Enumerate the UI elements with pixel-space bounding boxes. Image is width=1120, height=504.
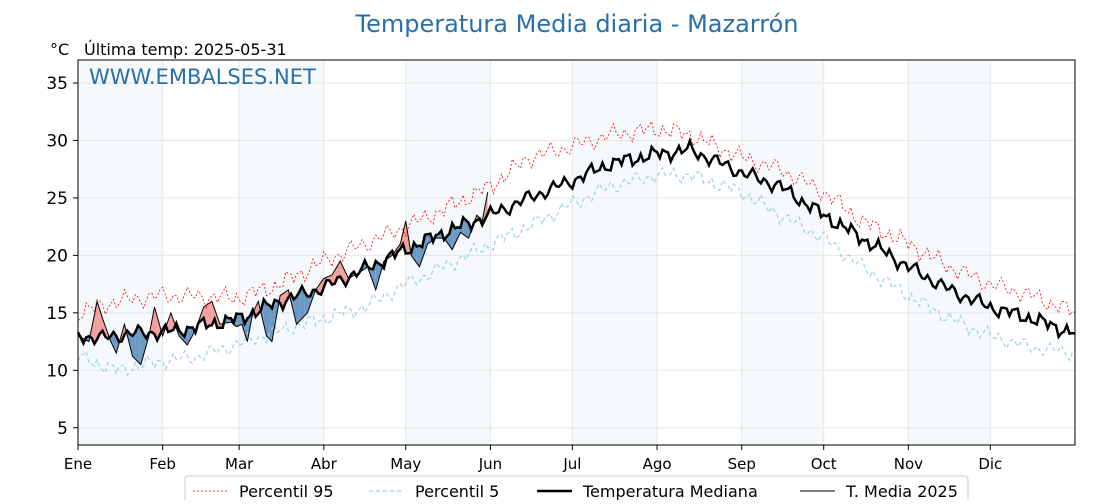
x-tick-label: Ago: [643, 455, 672, 473]
month-band: [78, 60, 163, 445]
anomaly-below-fill: [299, 286, 302, 322]
anomaly-below-fill: [236, 313, 240, 327]
anomaly-below-fill: [419, 245, 423, 267]
month-band: [239, 60, 324, 445]
x-tick-label: Sep: [728, 455, 756, 473]
plot-frame: [77, 59, 1076, 446]
y-tick-label: 15: [46, 304, 68, 324]
legend: Percentil 95 Percentil 5 Temperatura Media…: [184, 475, 969, 504]
anomaly-above-fill: [405, 220, 409, 254]
legend-label-p5: Percentil 5: [415, 482, 499, 500]
anomaly-below-fill: [424, 234, 428, 252]
anomaly-above-fill: [168, 312, 171, 332]
anomaly-below-fill: [271, 299, 275, 342]
anomaly-below-fill: [296, 291, 300, 325]
x-tick-label: Jul: [562, 455, 581, 473]
y-tick-label: 20: [46, 246, 68, 266]
anomaly-below-fill: [269, 305, 272, 342]
anomaly-below-fill: [132, 332, 136, 360]
x-tick-label: Feb: [149, 455, 176, 473]
anomaly-above-fill: [151, 307, 155, 335]
month-band: [741, 60, 824, 445]
anomaly-below-fill: [129, 333, 133, 357]
x-tick-label: May: [390, 455, 421, 473]
anomaly-below-fill: [239, 313, 242, 326]
y-tick-label: 35: [46, 74, 68, 94]
anomaly-below-fill: [277, 295, 281, 311]
anomaly-above-fill: [91, 314, 95, 344]
anomaly-below-fill: [293, 296, 297, 325]
anomaly-below-fill: [138, 325, 141, 365]
y-tick-label: 30: [46, 131, 68, 151]
anomaly-below-fill: [140, 328, 144, 365]
y-tick-label: 10: [46, 361, 68, 381]
last-temp-label: Última temp: 2025-05-31: [84, 40, 287, 59]
anomaly-below-fill: [247, 315, 251, 342]
series-p95-line: [77, 120, 1076, 321]
chart-title: Temperatura Media diaria - Mazarrón: [354, 10, 798, 38]
x-tick-label: Mar: [225, 455, 254, 473]
anomaly-above-fill: [170, 312, 174, 332]
y-tick-label: 5: [57, 419, 68, 439]
legend-label-median: Temperatura Mediana: [582, 482, 758, 500]
x-tick-label: Abr: [311, 455, 338, 473]
anomaly-below-fill: [189, 327, 193, 341]
anomaly-below-fill: [266, 303, 270, 339]
anomaly-above-fill: [209, 301, 212, 326]
anomaly-below-fill: [463, 217, 466, 237]
legend-box: [184, 475, 969, 504]
anomaly-below-fill: [301, 286, 305, 319]
anomaly-below-fill: [452, 223, 455, 250]
x-tick-label: Oct: [811, 455, 837, 473]
unit-label: °C: [50, 40, 69, 59]
legend-label-current: T. Media 2025: [845, 482, 958, 500]
month-band: [908, 60, 991, 445]
anomaly-below-fill: [416, 245, 420, 267]
anomaly-below-fill: [304, 292, 308, 316]
legend-label-p95: Percentil 95: [239, 482, 334, 500]
anomaly-above-fill: [206, 303, 210, 329]
anomaly-below-fill: [307, 296, 311, 313]
series-median-line: [76, 137, 1076, 347]
anomaly-above-fill: [99, 309, 103, 334]
anomaly-below-fill: [454, 227, 458, 244]
plot-area: 5 10 15 20 25 30 35 Ene Feb Mar Abr May Jun Jul Ago Sep…: [46, 59, 1076, 473]
anomaly-below-fill: [427, 233, 431, 244]
anomaly-below-fill: [457, 227, 461, 239]
x-tick-label: Nov: [894, 455, 923, 473]
x-tick-label: Ene: [64, 455, 92, 473]
x-tick-label: Jun: [478, 455, 502, 473]
anomaly-below-fill: [465, 220, 469, 239]
anomaly-below-fill: [135, 325, 139, 362]
watermark: WWW.EMBALSES.NET: [89, 65, 316, 89]
anomaly-above-fill: [97, 301, 100, 340]
series-current-line: [77, 192, 489, 366]
month-band: [572, 60, 658, 445]
x-tick-label: Dic: [978, 455, 1002, 473]
series-p5-line: [77, 166, 1076, 377]
y-tick-label: 25: [46, 189, 68, 209]
